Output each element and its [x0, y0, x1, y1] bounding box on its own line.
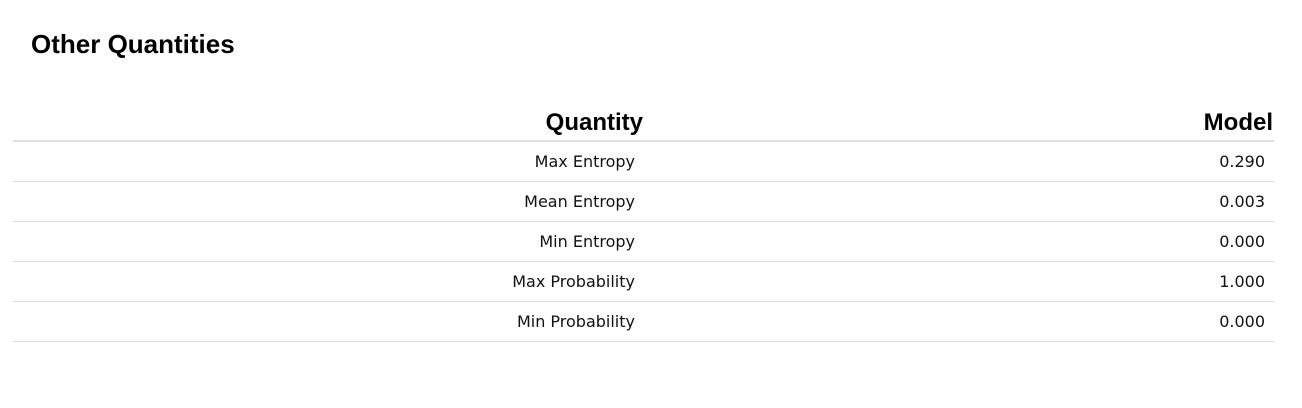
quantity-cell: Mean Entropy: [13, 181, 644, 222]
column-header-model: Model: [644, 100, 1274, 142]
table-row: Min Entropy 0.000: [13, 221, 1274, 262]
model-value-cell: 1.000: [644, 261, 1274, 302]
table-row: Max Entropy 0.290: [13, 141, 1274, 182]
quantities-table: Quantity Model Max Entropy 0.290 Mean En…: [13, 100, 1274, 342]
table-row: Min Probability 0.000: [13, 301, 1274, 342]
column-header-quantity: Quantity: [13, 100, 644, 142]
model-value-cell: 0.000: [644, 301, 1274, 342]
section-title: Other Quantities: [31, 29, 235, 59]
model-value-cell: 0.290: [644, 141, 1274, 182]
quantity-cell: Max Entropy: [13, 141, 644, 182]
quantity-cell: Max Probability: [13, 261, 644, 302]
quantity-cell: Min Entropy: [13, 221, 644, 262]
table-row: Max Probability 1.000: [13, 261, 1274, 302]
table-row: Mean Entropy 0.003: [13, 181, 1274, 222]
model-value-cell: 0.000: [644, 221, 1274, 262]
table-header-row: Quantity Model: [13, 100, 1274, 142]
quantity-cell: Min Probability: [13, 301, 644, 342]
model-value-cell: 0.003: [644, 181, 1274, 222]
